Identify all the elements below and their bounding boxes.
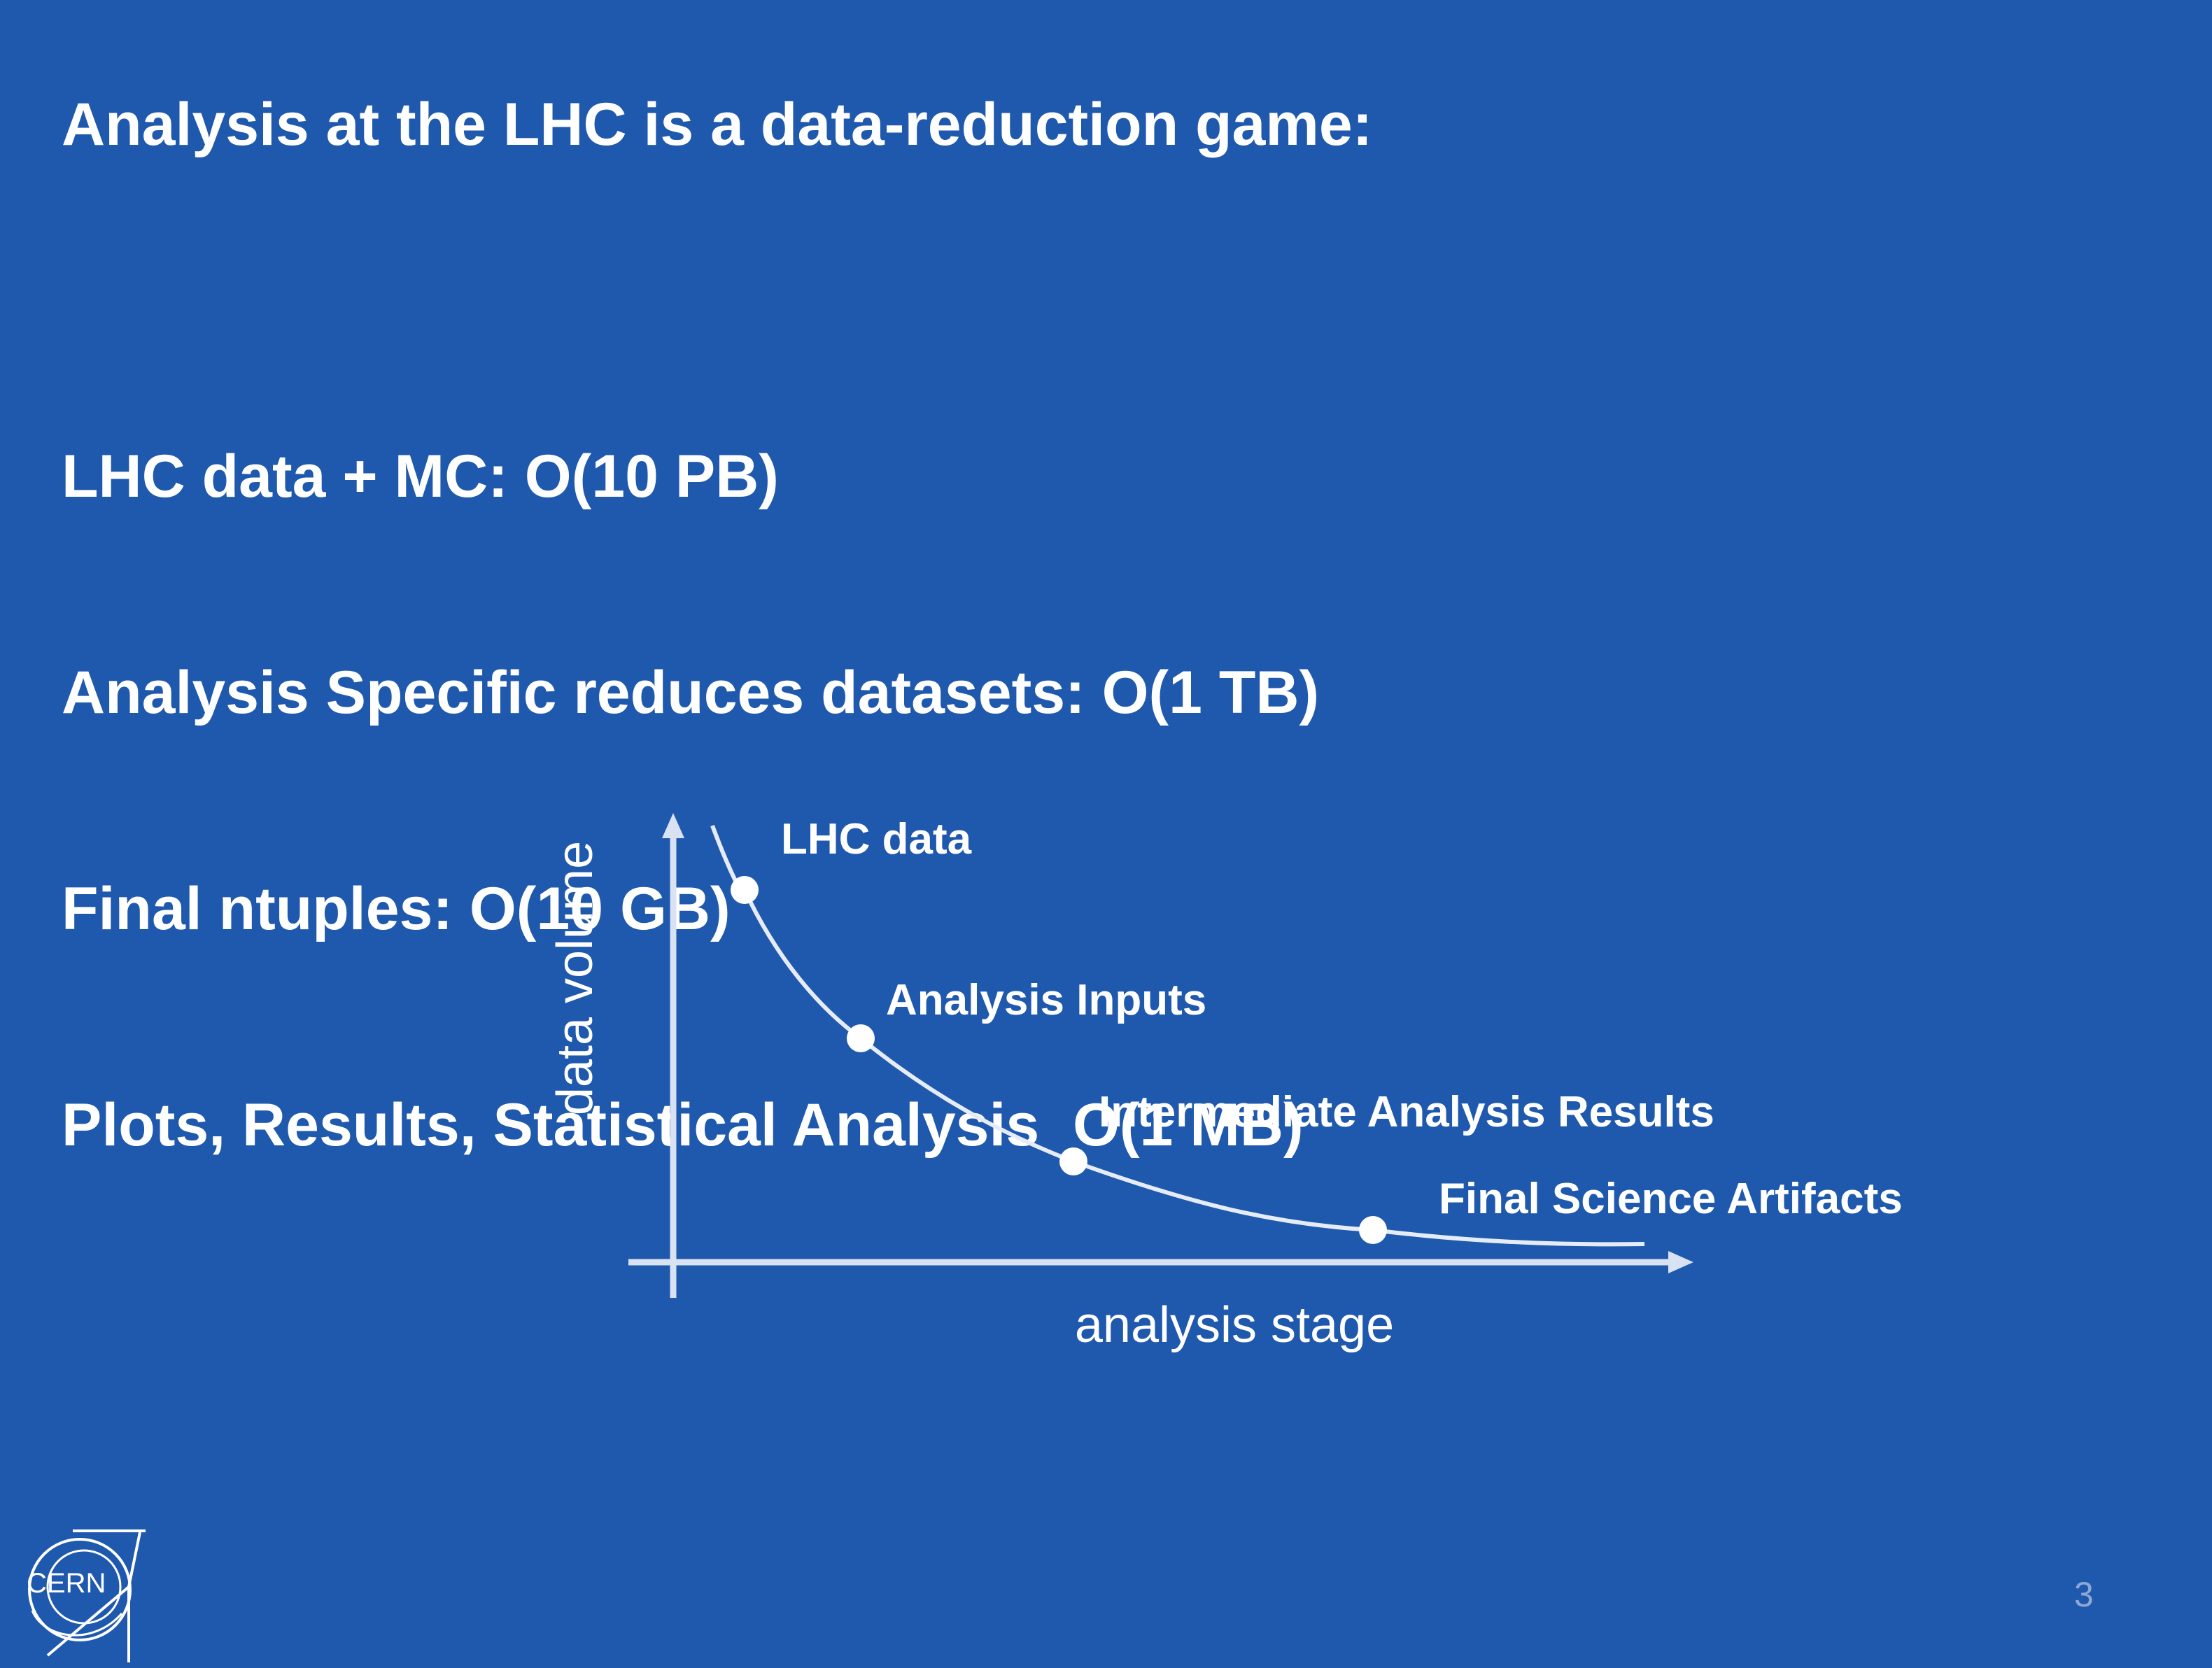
label-final-artifacts: Final Science Artifacts <box>1439 1175 1903 1223</box>
y-axis-label: data volume <box>547 841 603 1115</box>
data-volume-line: Plots, Results, Statistical Analysis O(1… <box>62 1091 1304 1159</box>
cern-logo-text: CERN <box>27 1568 106 1599</box>
x-axis-arrow <box>1668 1251 1693 1273</box>
label-intermediate-results: Intermediate Analysis Results <box>1099 1088 1714 1136</box>
point-lhc-data <box>731 876 759 904</box>
page-number: 3 <box>2074 1575 2094 1614</box>
y-axis-arrow <box>662 813 684 838</box>
slide-title: Analysis at the LHC is a data-reduction … <box>62 91 1373 158</box>
point-final-artifacts <box>1359 1216 1387 1244</box>
label-lhc-data: LHC data <box>781 815 972 863</box>
cern-logo: CERN <box>27 1529 146 1662</box>
data-volume-line: LHC data + MC: O(10 PB) <box>62 443 779 510</box>
x-axis-label: analysis stage <box>1075 1297 1394 1353</box>
point-analysis-inputs <box>847 1024 875 1052</box>
data-volume-line: Analysis Specific reduces datasets: O(1 … <box>62 659 1320 726</box>
data-volume-list: LHC data + MC: O(10 PB) Analysis Specifi… <box>62 297 1319 1306</box>
point-intermediate-results <box>1059 1147 1087 1175</box>
label-analysis-inputs: Analysis Inputs <box>886 976 1206 1024</box>
